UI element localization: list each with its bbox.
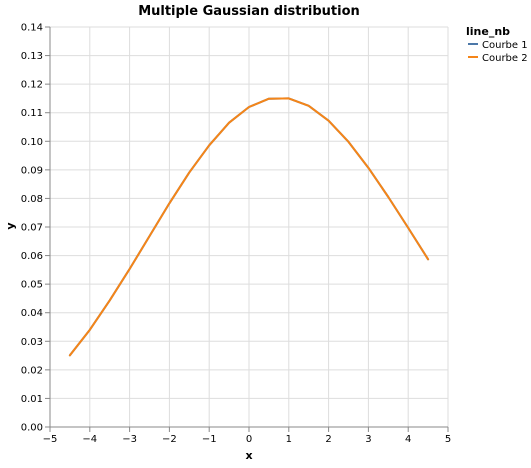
legend-label-2: Courbe 2: [482, 53, 528, 64]
legend-items: Courbe 1 Courbe 2: [468, 40, 528, 64]
y-tick-label: 0.05: [21, 280, 43, 291]
series-line-2: [68, 97, 430, 357]
x-tick-label: −1: [202, 434, 217, 445]
y-tick-label: 0.14: [21, 23, 43, 34]
y-tick-label: 0.02: [21, 365, 43, 376]
series-layer: [68, 97, 430, 357]
y-tick-label: 0.12: [21, 80, 43, 91]
y-tick-label: 0.00: [21, 423, 43, 434]
legend: line_nb Courbe 1 Courbe 2: [466, 25, 528, 64]
x-tick-label: 2: [325, 434, 331, 445]
y-axis-label: y: [4, 222, 17, 229]
y-tick-label: 0.06: [21, 251, 43, 262]
grid-layer: [49, 26, 449, 428]
chart-title: Multiple Gaussian distribution: [138, 4, 360, 19]
x-tick-label: −2: [162, 434, 177, 445]
x-tick-label: −5: [43, 434, 58, 445]
y-tick-label: 0.08: [21, 194, 43, 205]
x-tick-label: 0: [246, 434, 252, 445]
axis-layer: −5 −4 −3 −2 −1 0 1 2 3 4 5 0.00 0.01 0.02 0.03 0.04 0.05…: [21, 23, 451, 446]
x-tick-label: 4: [405, 434, 411, 445]
y-tick-label: 0.10: [21, 137, 43, 148]
y-tick-label: 0.09: [21, 165, 43, 176]
x-tick-label: 3: [365, 434, 371, 445]
y-tick-label: 0.03: [21, 337, 43, 348]
x-tick-label: 5: [445, 434, 451, 445]
legend-label-1: Courbe 1: [482, 40, 528, 51]
x-axis-label: x: [245, 449, 252, 462]
y-tick-label: 0.01: [21, 394, 43, 405]
x-tick-label: 1: [286, 434, 292, 445]
y-tick-label: 0.13: [21, 51, 43, 62]
x-tick-label: −3: [122, 434, 137, 445]
x-tick-label: −4: [82, 434, 97, 445]
y-tick-label: 0.07: [21, 223, 43, 234]
legend-title: line_nb: [466, 25, 510, 38]
y-tick-label: 0.04: [21, 308, 43, 319]
y-tick-label: 0.11: [21, 108, 43, 119]
